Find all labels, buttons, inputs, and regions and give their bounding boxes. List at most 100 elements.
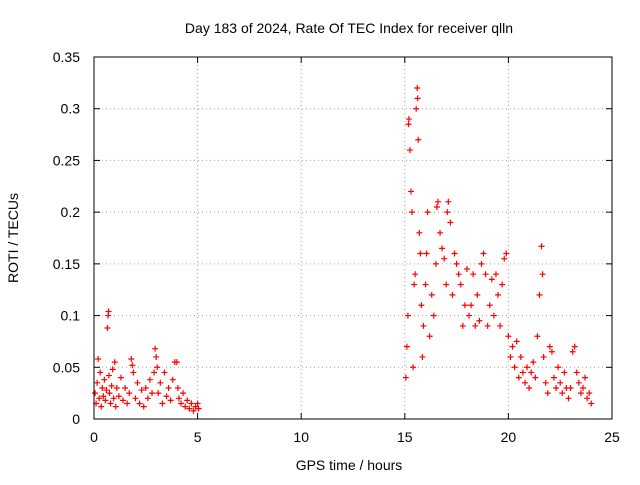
- data-point: [539, 271, 546, 278]
- data-point: [122, 384, 129, 391]
- data-point: [134, 379, 141, 386]
- data-point: [513, 338, 520, 345]
- data-point: [100, 393, 107, 400]
- data-point: [515, 374, 522, 381]
- data-point: [453, 260, 460, 267]
- data-point: [142, 384, 149, 391]
- data-point: [414, 85, 421, 92]
- data-point: [472, 322, 479, 329]
- data-point: [416, 229, 423, 236]
- data-point: [107, 400, 114, 407]
- data-point: [155, 390, 162, 397]
- data-point: [445, 198, 452, 205]
- data-point: [138, 387, 145, 394]
- data-point: [517, 353, 524, 360]
- data-point: [486, 302, 493, 309]
- data-point: [561, 369, 568, 376]
- data-point: [565, 395, 572, 402]
- data-point: [430, 312, 437, 319]
- data-point: [439, 245, 446, 252]
- data-point: [555, 364, 562, 371]
- data-point: [169, 376, 176, 383]
- data-point: [455, 271, 462, 278]
- data-point: [195, 405, 202, 412]
- data-point: [404, 312, 411, 319]
- data-point: [173, 359, 180, 366]
- data-point: [418, 302, 425, 309]
- data-point: [159, 400, 166, 407]
- data-point: [538, 243, 545, 250]
- data-point: [501, 255, 508, 262]
- y-tick-label: 0.2: [61, 204, 81, 220]
- data-point: [569, 348, 576, 355]
- data-point: [96, 395, 103, 402]
- data-point: [182, 403, 189, 410]
- data-point: [99, 384, 106, 391]
- data-point: [492, 271, 499, 278]
- x-tick-label: 15: [397, 429, 413, 445]
- data-point: [420, 322, 427, 329]
- chart-title: Day 183 of 2024, Rate Of TEC Index for r…: [185, 20, 513, 36]
- data-point: [402, 374, 409, 381]
- data-point: [428, 291, 435, 298]
- x-tick-label: 0: [90, 429, 98, 445]
- y-tick-label: 0.3: [61, 101, 81, 117]
- data-point: [459, 322, 466, 329]
- data-point: [553, 384, 560, 391]
- data-point: [424, 209, 431, 216]
- data-point: [109, 366, 116, 373]
- data-point: [417, 250, 424, 257]
- data-point: [414, 95, 421, 102]
- data-point: [112, 403, 119, 410]
- data-point: [92, 390, 99, 397]
- data-point: [146, 376, 153, 383]
- data-point: [124, 400, 131, 407]
- data-point: [457, 281, 464, 288]
- y-tick-label: 0.35: [53, 49, 80, 65]
- data-point: [476, 317, 483, 324]
- data-point: [98, 403, 105, 410]
- data-point: [584, 395, 591, 402]
- data-point: [129, 362, 136, 369]
- data-point: [152, 345, 159, 352]
- data-point: [165, 384, 172, 391]
- plot-border: [93, 56, 613, 420]
- y-tick-label: 0: [72, 411, 80, 427]
- data-point: [480, 250, 487, 257]
- data-point: [582, 374, 589, 381]
- data-point: [499, 281, 506, 288]
- data-point: [530, 359, 537, 366]
- data-point: [157, 379, 164, 386]
- data-point: [178, 400, 185, 407]
- data-point: [546, 343, 553, 350]
- data-point: [194, 400, 201, 407]
- y-tick-label: 0.1: [61, 308, 81, 324]
- data-point: [495, 291, 502, 298]
- data-point: [548, 348, 555, 355]
- data-point: [94, 379, 101, 386]
- data-point: [101, 376, 108, 383]
- x-axis-title: GPS time / hours: [296, 457, 403, 473]
- data-point: [167, 397, 174, 404]
- x-tick-label: 5: [194, 429, 202, 445]
- data-point: [409, 209, 416, 216]
- data-point: [482, 271, 489, 278]
- data-point: [174, 384, 181, 391]
- data-point: [449, 291, 456, 298]
- data-point: [115, 393, 122, 400]
- data-point: [579, 384, 586, 391]
- data-point: [484, 322, 491, 329]
- data-point: [128, 356, 135, 363]
- data-point: [474, 291, 481, 298]
- data-point: [117, 374, 124, 381]
- data-point: [519, 369, 526, 376]
- data-point: [412, 271, 419, 278]
- data-point: [571, 343, 578, 350]
- data-point: [136, 400, 143, 407]
- data-point: [567, 384, 574, 391]
- data-point: [437, 229, 444, 236]
- data-point: [186, 405, 193, 412]
- data-point: [575, 379, 582, 386]
